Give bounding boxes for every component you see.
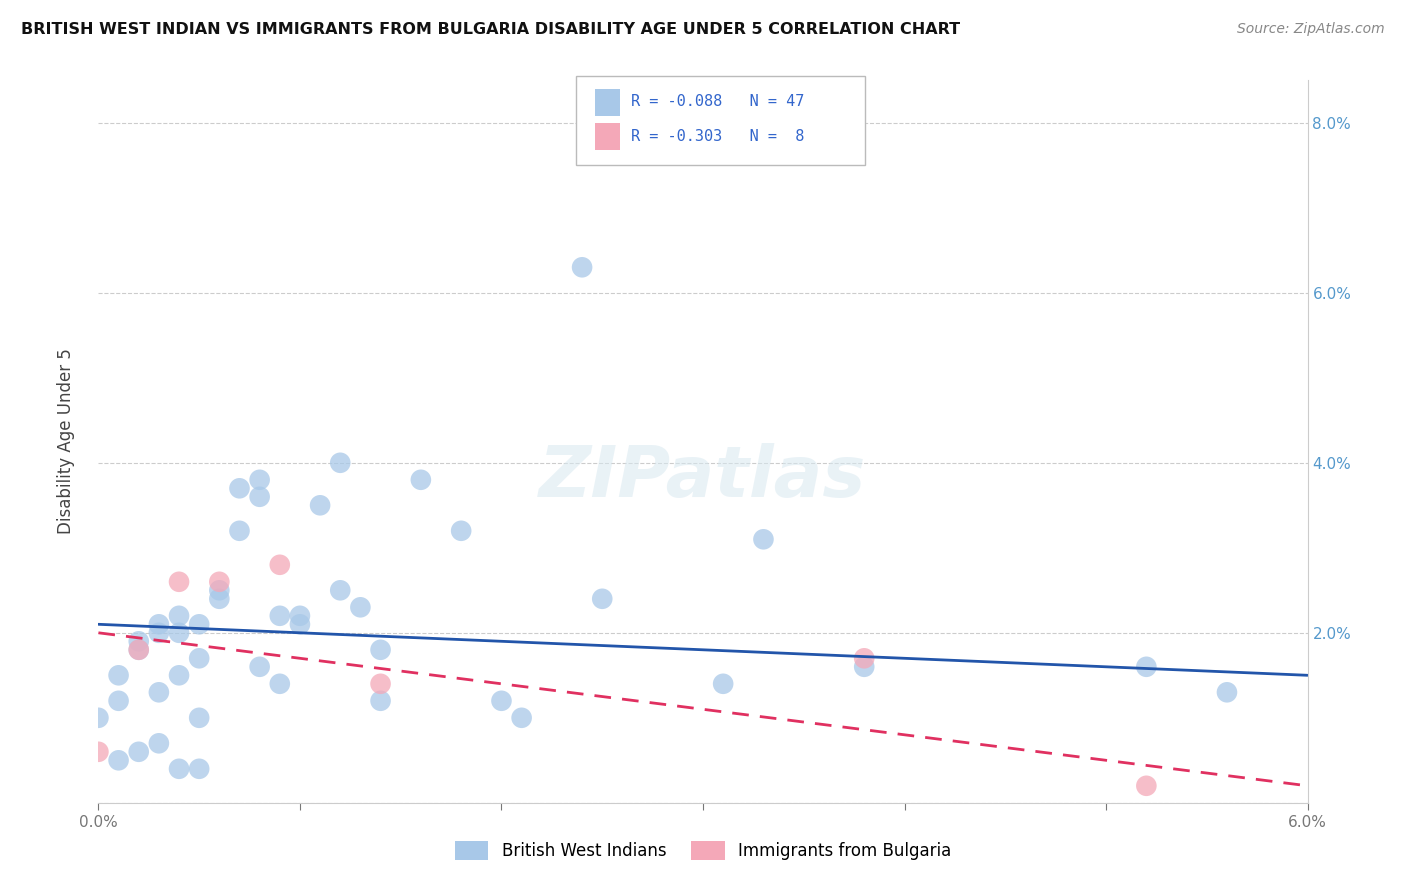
Point <box>107 753 129 767</box>
Point <box>208 591 231 606</box>
Point <box>107 668 129 682</box>
Point <box>107 694 129 708</box>
Point <box>148 625 170 640</box>
Point <box>167 574 190 589</box>
Point <box>228 481 250 495</box>
Point <box>167 608 190 623</box>
Point <box>711 677 734 691</box>
Point <box>167 762 190 776</box>
Point <box>167 668 190 682</box>
Point <box>409 473 432 487</box>
Point <box>491 694 513 708</box>
Point <box>148 617 170 632</box>
Point <box>288 608 311 623</box>
Point <box>1216 685 1239 699</box>
Point <box>329 456 352 470</box>
Point <box>450 524 472 538</box>
Point <box>128 642 150 657</box>
Point <box>128 634 150 648</box>
Point <box>288 617 311 632</box>
Point <box>591 591 613 606</box>
Point <box>1135 660 1157 674</box>
Point <box>752 533 775 547</box>
Point <box>370 677 392 691</box>
Point <box>269 608 291 623</box>
Point <box>208 574 231 589</box>
Point <box>249 473 271 487</box>
Text: R = -0.088   N = 47: R = -0.088 N = 47 <box>631 95 804 109</box>
Point <box>510 711 533 725</box>
Point <box>208 583 231 598</box>
Point <box>370 694 392 708</box>
Point <box>148 685 170 699</box>
Point <box>329 583 352 598</box>
Point <box>87 745 110 759</box>
Point <box>853 660 876 674</box>
Point <box>188 762 211 776</box>
Point <box>87 711 110 725</box>
Point <box>349 600 371 615</box>
Point <box>571 260 593 275</box>
Point <box>148 736 170 750</box>
Point <box>249 660 271 674</box>
Point <box>269 558 291 572</box>
Point <box>370 642 392 657</box>
Text: BRITISH WEST INDIAN VS IMMIGRANTS FROM BULGARIA DISABILITY AGE UNDER 5 CORRELATI: BRITISH WEST INDIAN VS IMMIGRANTS FROM B… <box>21 22 960 37</box>
Point <box>249 490 271 504</box>
Point <box>188 651 211 665</box>
Text: R = -0.303   N =  8: R = -0.303 N = 8 <box>631 129 804 144</box>
Point <box>128 745 150 759</box>
Text: Source: ZipAtlas.com: Source: ZipAtlas.com <box>1237 22 1385 37</box>
Point <box>188 617 211 632</box>
Point <box>1135 779 1157 793</box>
Point <box>167 625 190 640</box>
Y-axis label: Disability Age Under 5: Disability Age Under 5 <box>56 349 75 534</box>
Point <box>853 651 876 665</box>
Point <box>188 711 211 725</box>
Point <box>228 524 250 538</box>
Point <box>128 642 150 657</box>
Point <box>269 677 291 691</box>
Legend: British West Indians, Immigrants from Bulgaria: British West Indians, Immigrants from Bu… <box>449 834 957 867</box>
Text: ZIPatlas: ZIPatlas <box>540 443 866 512</box>
Point <box>309 498 332 512</box>
